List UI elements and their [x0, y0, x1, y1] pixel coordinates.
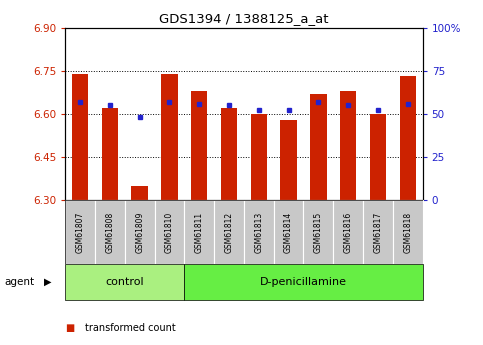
Bar: [340, 91, 356, 200]
Bar: [185, 264, 423, 300]
Text: GSM61810: GSM61810: [165, 211, 174, 253]
Bar: [363, 200, 393, 264]
Text: GSM61807: GSM61807: [76, 211, 85, 253]
Bar: [393, 200, 423, 264]
Bar: [72, 73, 88, 200]
Text: GSM61815: GSM61815: [314, 211, 323, 253]
Text: GSM61814: GSM61814: [284, 211, 293, 253]
Bar: [65, 200, 95, 264]
Bar: [333, 200, 363, 264]
Bar: [161, 73, 178, 200]
Text: control: control: [105, 277, 144, 287]
Bar: [125, 200, 155, 264]
Bar: [221, 108, 237, 200]
Text: D-penicillamine: D-penicillamine: [260, 277, 347, 287]
Text: GSM61811: GSM61811: [195, 211, 204, 253]
Text: ■: ■: [65, 323, 74, 333]
Bar: [102, 108, 118, 200]
Bar: [185, 200, 214, 264]
Text: GSM61809: GSM61809: [135, 211, 144, 253]
Bar: [281, 120, 297, 200]
Bar: [244, 200, 274, 264]
Bar: [191, 91, 207, 200]
Text: GSM61818: GSM61818: [403, 211, 412, 253]
Text: GSM61808: GSM61808: [105, 211, 114, 253]
Text: GSM61816: GSM61816: [344, 211, 353, 253]
Bar: [65, 264, 185, 300]
Text: transformed count: transformed count: [85, 323, 175, 333]
Text: GSM61812: GSM61812: [225, 211, 233, 253]
Bar: [399, 77, 416, 200]
Text: ▶: ▶: [43, 277, 51, 287]
Bar: [303, 200, 333, 264]
Text: GSM61813: GSM61813: [255, 211, 263, 253]
Bar: [274, 200, 303, 264]
Text: GSM61817: GSM61817: [373, 211, 383, 253]
Bar: [251, 114, 267, 200]
Bar: [131, 186, 148, 200]
Bar: [370, 114, 386, 200]
Text: agent: agent: [5, 277, 35, 287]
Bar: [310, 94, 327, 200]
Bar: [214, 200, 244, 264]
Bar: [95, 200, 125, 264]
Bar: [155, 200, 185, 264]
Title: GDS1394 / 1388125_a_at: GDS1394 / 1388125_a_at: [159, 12, 328, 25]
